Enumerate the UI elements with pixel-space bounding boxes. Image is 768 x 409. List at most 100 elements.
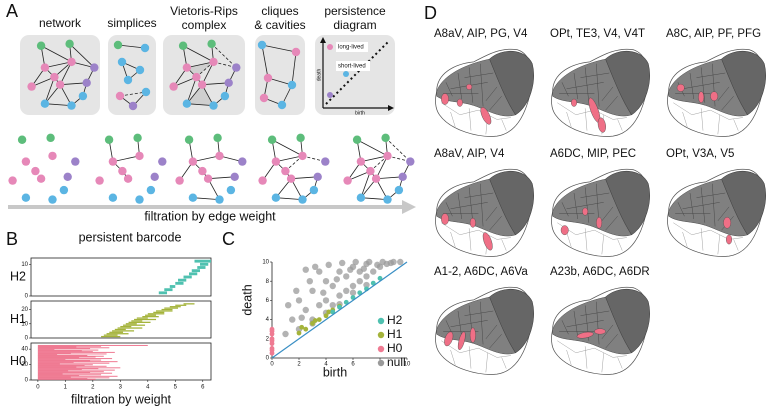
node <box>140 43 150 53</box>
node <box>226 185 236 195</box>
bar <box>200 262 209 266</box>
highlight-group <box>444 327 476 350</box>
node <box>40 63 50 72</box>
step-label: Vietoris-Rips <box>170 4 238 18</box>
node <box>383 151 392 161</box>
bar <box>37 349 99 351</box>
highlight-region <box>480 107 492 125</box>
bar <box>37 358 113 360</box>
x-tick-label: 10 <box>404 362 411 368</box>
node <box>113 40 123 50</box>
node <box>17 135 27 144</box>
edge <box>44 76 55 104</box>
bar <box>37 375 118 377</box>
node <box>209 57 218 67</box>
point <box>330 309 336 315</box>
node <box>21 193 31 202</box>
edge <box>291 51 297 86</box>
highlight-region <box>582 207 589 216</box>
panel-name: H1 <box>10 312 26 326</box>
node <box>321 157 330 166</box>
y-tick-label: 0 <box>25 294 29 300</box>
node <box>123 75 133 85</box>
x-tick-label: 2 <box>91 385 95 391</box>
node <box>8 176 17 185</box>
bar <box>117 327 143 329</box>
diagram-tag: short-lived <box>338 64 366 70</box>
bar <box>37 354 58 356</box>
node <box>296 133 305 143</box>
node <box>46 133 55 143</box>
point <box>349 282 357 290</box>
node <box>21 157 31 166</box>
node <box>36 41 46 50</box>
node <box>135 195 144 204</box>
edge <box>192 155 220 162</box>
bar <box>37 371 91 373</box>
highlight-region <box>457 331 466 350</box>
node <box>65 39 74 49</box>
highlight-region <box>560 225 569 236</box>
bar <box>164 288 173 292</box>
edge <box>119 91 147 97</box>
point <box>299 324 305 330</box>
map-label: OPt, TE3, V4, V4T <box>550 28 645 40</box>
step-label: simplices <box>107 16 156 30</box>
bar <box>175 304 187 306</box>
node <box>133 133 142 143</box>
bar <box>183 275 192 279</box>
node <box>141 87 151 97</box>
node <box>135 65 145 75</box>
legend-swatch <box>377 331 385 339</box>
node <box>117 57 127 67</box>
bar <box>37 372 113 374</box>
bar <box>37 364 93 366</box>
diagram-tag: long-lived <box>338 45 364 51</box>
node <box>352 135 362 144</box>
bar <box>128 321 151 323</box>
node <box>232 63 241 72</box>
bar <box>37 371 104 373</box>
highlight-region <box>723 216 732 229</box>
node <box>309 185 319 195</box>
point <box>320 289 327 296</box>
bar <box>37 366 77 368</box>
point <box>302 266 309 273</box>
step-box <box>255 35 305 115</box>
point <box>356 278 363 285</box>
node <box>169 82 178 91</box>
x-axis-label: birth <box>323 365 347 379</box>
node <box>188 157 198 166</box>
point <box>374 261 381 269</box>
node <box>158 157 167 166</box>
node <box>123 174 133 183</box>
y-tick-label: 20 <box>21 307 28 313</box>
x-tick-label: 2 <box>297 362 301 368</box>
map-label: A8C, AIP, PF, PFG <box>666 28 761 40</box>
edge <box>370 155 388 172</box>
panel-letter: B <box>6 229 18 249</box>
point <box>316 268 323 275</box>
panel-name: H2 <box>10 269 26 283</box>
y-tick-label: 10 <box>262 260 269 266</box>
node <box>31 166 40 176</box>
bar <box>37 354 88 356</box>
node <box>95 176 104 185</box>
bar <box>136 317 148 319</box>
node <box>128 101 138 111</box>
point <box>303 326 309 332</box>
bar <box>169 306 181 308</box>
highlight-region <box>597 117 606 133</box>
node <box>298 151 307 161</box>
node <box>63 172 72 181</box>
bar <box>37 375 80 377</box>
node <box>209 101 218 110</box>
node <box>220 91 230 101</box>
chart-title: persistent barcode <box>79 230 182 244</box>
node <box>215 151 224 161</box>
node <box>118 166 127 176</box>
node <box>356 193 366 202</box>
bar <box>37 355 104 357</box>
bar <box>169 285 176 288</box>
y-tick-label: 2 <box>266 336 270 342</box>
